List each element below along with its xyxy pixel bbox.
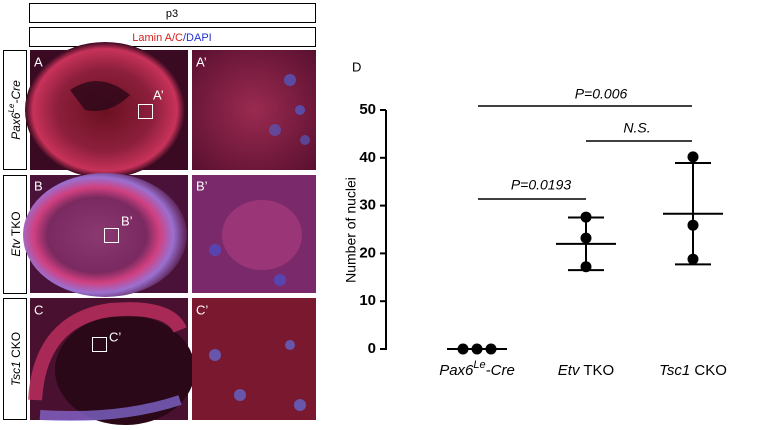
x-tick-label: Etv TKO <box>558 362 614 379</box>
panel-label: A’ <box>196 54 207 69</box>
panel-label: C’ <box>196 302 208 317</box>
row-rest: -Cre <box>9 80 23 104</box>
stain-red: Lamin A/C <box>132 32 183 44</box>
row-rest: CKO <box>9 332 23 361</box>
stain-label: Lamin A/C/DAPI <box>132 32 211 44</box>
image-b-zoom <box>192 175 316 293</box>
inset-label: B’ <box>121 213 133 228</box>
row-label: Pax6Le-Cre <box>7 80 23 140</box>
y-tick-label: 10 <box>359 292 376 309</box>
y-tick-label: 40 <box>359 149 376 166</box>
image-a <box>25 42 188 178</box>
x-tick-label: Pax6Le-Cre <box>439 359 515 379</box>
x-label-part: Pax6 <box>439 362 474 379</box>
image-a-zoom <box>192 50 316 170</box>
image-c-zoom <box>192 298 316 420</box>
y-axis-label: Number of nuclei <box>343 177 359 283</box>
annotation: P=0.006 <box>575 86 628 102</box>
image-b <box>23 173 188 297</box>
annotation: N.S. <box>623 120 650 136</box>
header: p3 <box>166 8 178 20</box>
row-gene: Pax6 <box>9 112 23 140</box>
panel-letters: A A’ B B’ C C’ A’ B’ C’ <box>34 54 208 344</box>
panel-label: C <box>34 302 43 317</box>
x-label-part: TKO <box>579 362 614 379</box>
panel-label: B’ <box>196 178 208 193</box>
panel-label: A <box>34 54 43 69</box>
row-gene: Etv <box>9 238 23 256</box>
x-label-part: CKO <box>690 362 727 379</box>
panel-label: B <box>34 178 43 193</box>
annotation: P=0.0193 <box>511 177 572 193</box>
inset-label: C’ <box>109 329 121 344</box>
row-label: Etv TKO <box>9 211 23 256</box>
image-c <box>28 298 195 425</box>
y-tick-label: 20 <box>359 244 376 261</box>
y-tick-label: 30 <box>359 197 376 214</box>
row-sup: Le <box>7 103 16 112</box>
y-tick-label: 50 <box>359 101 376 118</box>
chart: D Number of nuclei P=0.006 N.S. P=0.0193… <box>343 59 727 379</box>
x-label-part: Tsc1 <box>659 362 690 379</box>
x-label-part: -Cre <box>486 362 515 379</box>
x-tick-label: Tsc1 CKO <box>659 362 727 379</box>
stain-blue: /DAPI <box>183 32 212 44</box>
row-rest: TKO <box>9 211 23 239</box>
row-gene: Tsc1 <box>9 361 23 386</box>
x-label-part: Le <box>473 359 485 371</box>
data-point <box>687 151 699 163</box>
row-label: Tsc1 CKO <box>9 332 23 386</box>
inset-label: A’ <box>153 87 164 102</box>
x-label-part: Etv <box>558 362 581 379</box>
y-tick-label: 0 <box>368 340 376 357</box>
chart-label: D <box>352 59 361 74</box>
